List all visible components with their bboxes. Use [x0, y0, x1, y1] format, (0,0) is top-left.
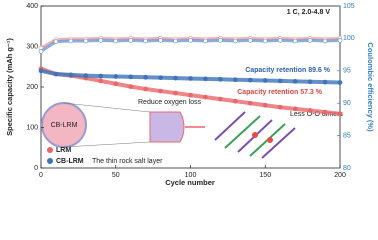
annotation: Less O-O dimers: [290, 111, 343, 118]
point: [247, 37, 253, 43]
point: [173, 90, 178, 96]
y2-tick-label: 100: [343, 35, 355, 42]
point: [113, 81, 119, 87]
x-tick-label: 0: [39, 172, 43, 179]
point: [173, 75, 178, 81]
point: [292, 106, 298, 112]
point: [38, 68, 44, 74]
point: [113, 38, 119, 44]
point: [128, 37, 134, 43]
point: [203, 94, 208, 100]
y-tick-label: 100: [26, 124, 38, 131]
zoom-line: [63, 102, 151, 113]
point: [292, 78, 298, 84]
point: [158, 75, 163, 81]
point: [158, 37, 163, 43]
point: [277, 104, 283, 110]
legend-label: LRM: [56, 147, 71, 154]
x-tick-label: 150: [259, 172, 271, 179]
y-tick-label: 300: [26, 43, 38, 50]
point: [247, 100, 253, 106]
point: [247, 77, 253, 83]
point: [173, 38, 178, 44]
y2-axis-label: Coulombic efficiency (%): [366, 42, 375, 132]
x-axis-label: Cycle number: [165, 178, 215, 187]
crystal: [214, 111, 296, 159]
inset: [41, 102, 296, 159]
point: [53, 39, 59, 44]
point: [277, 78, 283, 84]
point: [68, 38, 74, 44]
point: [322, 109, 328, 115]
point: [233, 98, 238, 104]
point: [307, 37, 313, 43]
point: [262, 102, 268, 108]
annotation: Capacity retention 89.6 %: [245, 67, 331, 74]
point: [98, 37, 104, 43]
chart: Cycle number Specific capacity (mAh g⁻¹)…: [5, 3, 375, 187]
point: [337, 111, 343, 117]
y-axis-label: Specific capacity (mAh g⁻¹): [5, 38, 14, 136]
point: [307, 79, 313, 85]
point: [68, 72, 74, 78]
y2-tick-label: 80: [343, 165, 351, 172]
point: [233, 77, 238, 83]
y2-tick-label: 85: [343, 132, 351, 139]
point: [203, 76, 208, 82]
y2-tick-label: 90: [343, 100, 351, 107]
y-tick-label: 0: [34, 165, 38, 172]
point: [218, 96, 223, 102]
point: [53, 71, 59, 77]
annotation: Reduce oxygen loss: [138, 99, 202, 106]
annotation: CB-LRM: [51, 122, 78, 129]
y2-tick-label: 105: [343, 3, 355, 10]
point: [83, 73, 89, 79]
annotation: The thin rock salt layer: [92, 158, 163, 165]
point: [218, 76, 223, 82]
y-tick-label: 400: [26, 3, 38, 10]
point: [38, 49, 44, 54]
y2-tick-label: 95: [343, 68, 351, 75]
point: [337, 80, 343, 85]
point: [262, 38, 268, 44]
point: [218, 37, 223, 43]
point: [143, 74, 148, 80]
point: [322, 38, 328, 44]
point: [233, 38, 238, 44]
point: [128, 84, 134, 89]
point: [83, 38, 89, 44]
legend-marker: [47, 158, 53, 164]
point: [128, 74, 134, 80]
surface-zoom: [149, 111, 185, 143]
point: [113, 74, 119, 79]
y-tick-label: 200: [26, 84, 38, 91]
point: [188, 92, 193, 98]
point: [98, 78, 104, 84]
annotation: Capacity retention 57.3 %: [237, 89, 323, 96]
annotation: 1 C, 2.0-4.8 V: [287, 9, 331, 16]
point: [143, 38, 148, 44]
x-tick-label: 100: [185, 172, 197, 179]
point: [322, 79, 328, 85]
point: [307, 108, 313, 113]
legend-label: CB-LRM: [56, 158, 84, 165]
point: [292, 38, 298, 44]
legend-marker: [47, 147, 53, 153]
point: [98, 73, 104, 79]
point: [337, 37, 343, 43]
zoom-line: [63, 141, 151, 148]
point: [143, 86, 148, 92]
x-tick-label: 50: [112, 172, 120, 179]
plot-frame: [40, 5, 341, 169]
point: [277, 37, 283, 43]
point: [188, 37, 193, 43]
point: [158, 88, 163, 94]
point: [188, 76, 193, 81]
x-tick-label: 200: [334, 172, 346, 179]
point: [203, 38, 208, 44]
point: [262, 78, 268, 83]
